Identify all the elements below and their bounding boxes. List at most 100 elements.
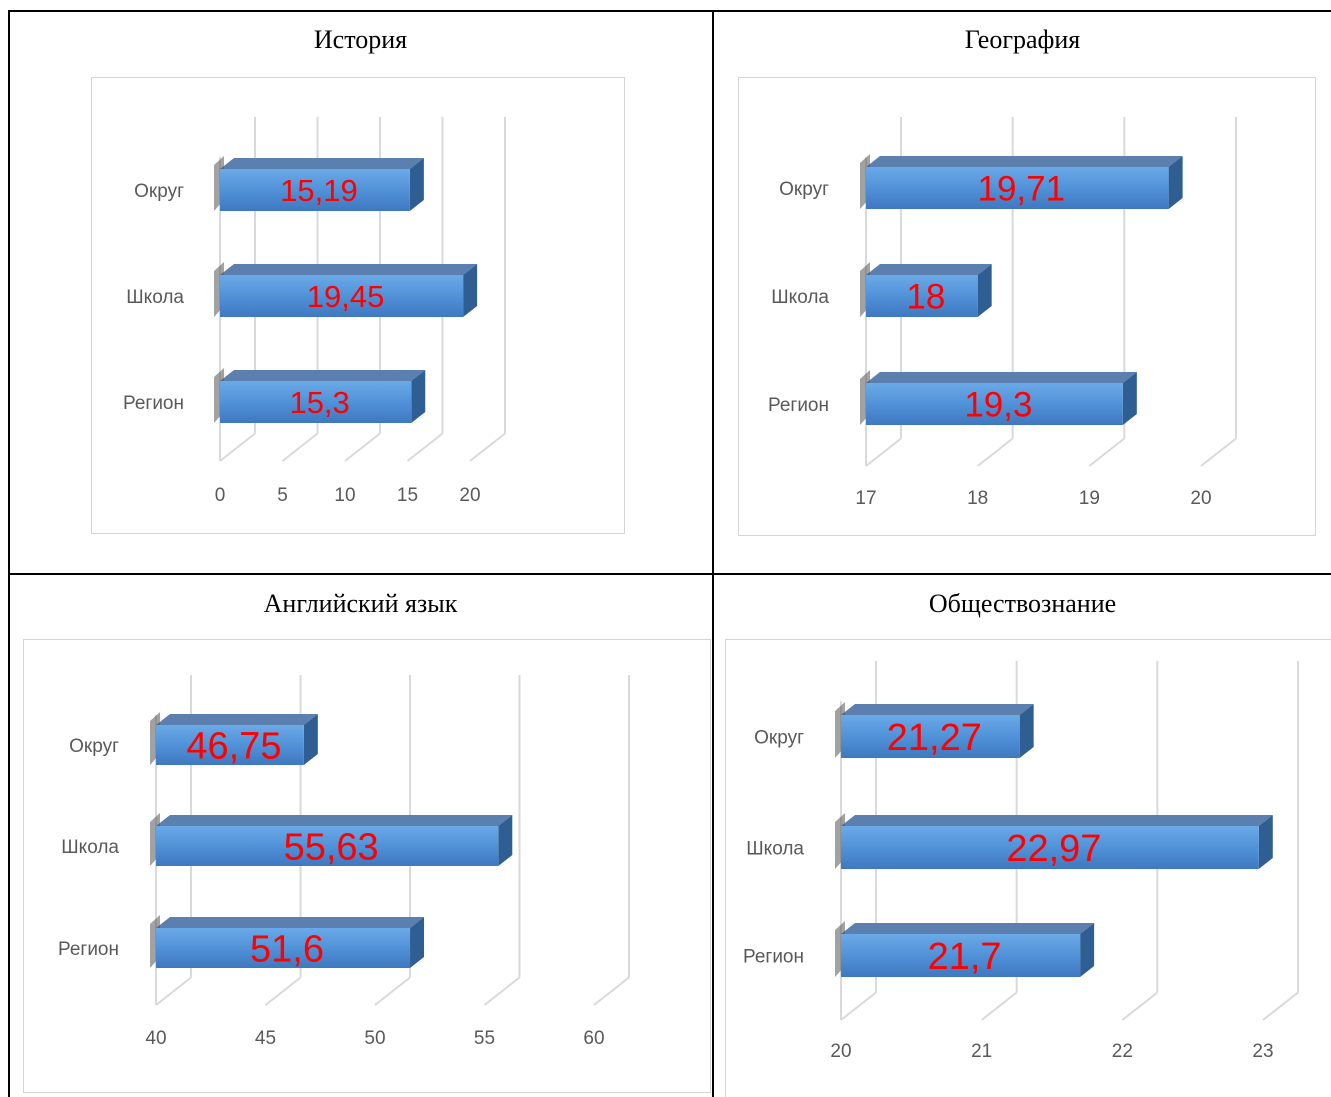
bar-top-face xyxy=(220,370,426,381)
gridline-floor xyxy=(469,432,506,462)
category-label: Регион xyxy=(58,939,119,960)
tick-label: 50 xyxy=(364,1028,385,1049)
tick-label: 10 xyxy=(334,485,355,506)
tick-label: 20 xyxy=(1190,488,1211,509)
gridline-floor xyxy=(483,976,521,1006)
bar-top-face xyxy=(866,372,1137,383)
category-label: Округ xyxy=(779,179,829,200)
gridline-floor xyxy=(1262,991,1299,1021)
gridline-floor xyxy=(1088,437,1125,467)
tick-label: 17 xyxy=(855,488,876,509)
table-border-middle-vertical xyxy=(712,10,714,1097)
chart-title: География xyxy=(964,25,1081,54)
data-label: 18 xyxy=(906,278,945,317)
bar-side-face xyxy=(498,815,513,866)
chart-frame xyxy=(738,77,1316,536)
bar-chart-english: 46,75 Округ 55,63 Школа 51,6 Регион 40 45 50 55 60 xyxy=(58,675,630,1049)
tick-label: 20 xyxy=(830,1041,851,1062)
gridline-floor xyxy=(406,432,444,462)
data-label: 55,63 xyxy=(284,827,379,869)
bar xyxy=(156,725,304,765)
bar xyxy=(156,928,411,968)
data-label: 15,3 xyxy=(289,385,349,420)
bar-side-face xyxy=(1168,156,1183,209)
tick-label: 15 xyxy=(397,485,418,506)
table-border-middle-horizontal xyxy=(8,573,1331,575)
data-label: 22,97 xyxy=(1006,828,1101,870)
bar xyxy=(841,715,1020,758)
tick-label: 0 xyxy=(215,485,226,506)
bar-top-face xyxy=(156,815,513,826)
gridline-floor xyxy=(374,976,411,1006)
data-label: 19,71 xyxy=(978,170,1066,209)
category-label: Округ xyxy=(69,736,119,757)
gridline-floor xyxy=(219,432,256,462)
gridline-floor xyxy=(865,437,902,467)
bar xyxy=(866,383,1123,425)
tick-label: 22 xyxy=(1112,1041,1133,1062)
category-label: Регион xyxy=(123,393,184,414)
data-label: 19,45 xyxy=(307,279,385,314)
category-label: Регион xyxy=(768,395,829,416)
gridline-floor xyxy=(840,991,877,1021)
tick-label: 19 xyxy=(1079,488,1100,509)
gridline-floor xyxy=(1200,437,1237,467)
category-label: Школа xyxy=(746,839,804,860)
tick-label: 40 xyxy=(145,1028,166,1049)
bar-top-face xyxy=(841,704,1034,715)
gridline-floor xyxy=(264,976,302,1006)
data-label: 21,27 xyxy=(887,717,982,759)
data-label: 46,75 xyxy=(186,726,281,768)
tick-label: 55 xyxy=(474,1028,495,1049)
bar-side-face xyxy=(463,264,478,317)
data-label: 19,3 xyxy=(964,386,1032,425)
bar-top-face xyxy=(841,815,1273,826)
bar xyxy=(220,169,410,211)
gridline-floor xyxy=(155,976,192,1006)
tick-label: 23 xyxy=(1252,1041,1273,1062)
chart-title: Английский язык xyxy=(263,589,458,618)
bar-chart-history: 15,19 Округ 19,45 Школа 15,3 Регион 0 5 10 15 20 xyxy=(123,117,506,506)
chart-title: История xyxy=(313,25,408,54)
tick-label: 21 xyxy=(971,1041,992,1062)
bar-side-face xyxy=(1122,372,1137,425)
bar-side-face xyxy=(410,917,425,968)
chart-title: Обществознание xyxy=(928,589,1117,618)
tick-label: 45 xyxy=(255,1028,276,1049)
bar-side-face xyxy=(411,370,426,423)
bar xyxy=(220,275,464,317)
bar-side-face xyxy=(1080,923,1095,977)
chart-cell-english: Английский язык 46,75 Округ 55,63 Школа 51,6… xyxy=(9,575,712,1097)
bar-top-face xyxy=(220,264,478,275)
chart-cell-history: История 15,19 Округ 19,45 Школа 15,3 Регион 0 5… xyxy=(9,11,712,573)
bar-side-face xyxy=(1258,815,1273,869)
chart-cell-social-studies: Обществознание 21,27 Округ 22,97 Школа 21,7 Р… xyxy=(714,575,1331,1097)
tick-label: 5 xyxy=(277,485,288,506)
bar-chart-geography: 19,71 Округ 18 Школа 19,3 Регион 17 18 19 20 xyxy=(768,117,1237,509)
bar-chart-social-studies: 21,27 Округ 22,97 Школа 21,7 Регион 20 21 22 23 xyxy=(743,661,1299,1062)
data-label: 15,19 xyxy=(280,173,358,208)
bar-top-face xyxy=(866,156,1183,167)
bar-side-face xyxy=(977,264,992,317)
bar-top-face xyxy=(220,158,424,169)
gridline-floor xyxy=(593,976,630,1006)
bar xyxy=(866,167,1169,209)
gridline-floor xyxy=(344,432,381,462)
table-border-top xyxy=(8,10,1331,12)
bar-top-face xyxy=(156,917,425,928)
tick-label: 18 xyxy=(967,488,988,509)
bar xyxy=(841,934,1081,977)
bar-side-face xyxy=(303,714,318,765)
category-label: Регион xyxy=(743,947,804,968)
gridline-floor xyxy=(977,437,1014,467)
bar-top-face xyxy=(866,264,992,275)
data-label: 51,6 xyxy=(250,929,324,971)
bar-side-face xyxy=(1019,704,1034,758)
data-label: 21,7 xyxy=(928,936,1002,978)
tick-label: 60 xyxy=(583,1028,604,1049)
bar-side-face xyxy=(409,158,424,211)
category-label: Школа xyxy=(126,287,184,308)
bar xyxy=(220,381,412,423)
bar xyxy=(841,826,1259,869)
